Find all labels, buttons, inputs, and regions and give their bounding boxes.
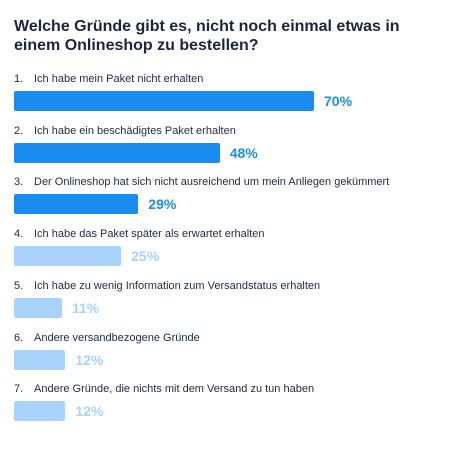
bar-label-text: Ich habe zu wenig Information zum Versan… — [34, 279, 321, 292]
bar-value-label: 29% — [148, 196, 177, 213]
bar-label: 7. Andere Gründe, die nichts mit dem Vers… — [14, 382, 314, 396]
bar-number: 7. — [14, 383, 24, 396]
bar-label: 4. Ich habe das Paket später als erwartet… — [14, 227, 265, 241]
bar-label-text: Andere versandbezogene Gründe — [34, 331, 200, 344]
bar-number: 3. — [14, 176, 24, 189]
bar-label: 5. Ich habe zu wenig Information zum Vers… — [14, 279, 320, 293]
bar-label: 3. Der Onlineshop hat sich nicht ausreich… — [14, 175, 389, 189]
bar-label: 2. Ich habe ein beschädigtes Paket erhalt… — [14, 124, 236, 138]
bar-number: 6. — [14, 331, 24, 344]
bar — [14, 401, 66, 422]
bar-value-label: 12% — [75, 403, 104, 420]
bar-number: 4. — [14, 228, 24, 241]
bar-label-text: Ich habe mein Paket nicht erhalten — [34, 73, 204, 85]
bar-label-text: Ich habe ein beschädigtes Paket erhalten — [34, 124, 236, 137]
bar-value-label: 48% — [229, 144, 258, 161]
bar-label-text: Der Onlineshop hat sich nicht ausreichen… — [34, 176, 390, 189]
bar-number: 5. — [14, 279, 24, 292]
bar-label: 6. Andere versandbezogene Gründe — [14, 331, 200, 345]
bar — [14, 194, 139, 215]
bar-row: 3. Der Onlineshop hat sich nicht ausreich… — [0, 175, 456, 225]
bar-row: 4. Ich habe das Paket später als erwartet… — [0, 227, 456, 277]
bar-row: 2. Ich habe ein beschädigtes Paket erhalt… — [0, 124, 456, 174]
bar — [14, 91, 314, 111]
bar — [14, 142, 220, 163]
bar-row: 1. Ich habe mein Paket nicht erhalten 70% — [0, 72, 456, 122]
bar-label-text: Ich habe das Paket später als erwartet e… — [34, 228, 265, 241]
bar — [14, 246, 122, 267]
bar-row: 6. Andere versandbezogene Gründe 12% — [0, 331, 456, 381]
bar-row: 7. Andere Gründe, die nichts mit dem Vers… — [0, 382, 456, 432]
bar-value-label: 12% — [75, 351, 104, 368]
bar — [14, 297, 62, 318]
bar-number: 1. — [14, 73, 24, 85]
bar-value-label: 25% — [131, 248, 160, 265]
bar-value-label: 70% — [324, 93, 353, 109]
bar — [14, 349, 66, 370]
bar-label: 1. Ich habe mein Paket nicht erhalten — [14, 72, 203, 86]
bar-value-label: 11% — [72, 299, 100, 316]
chart-title: Welche Gründe gibt es, nicht noch einmal… — [14, 18, 400, 54]
bar-label-text: Andere Gründe, die nichts mit dem Versan… — [34, 383, 315, 396]
bar-row: 5. Ich habe zu wenig Information zum Vers… — [0, 279, 456, 329]
bar-number: 2. — [14, 124, 24, 137]
